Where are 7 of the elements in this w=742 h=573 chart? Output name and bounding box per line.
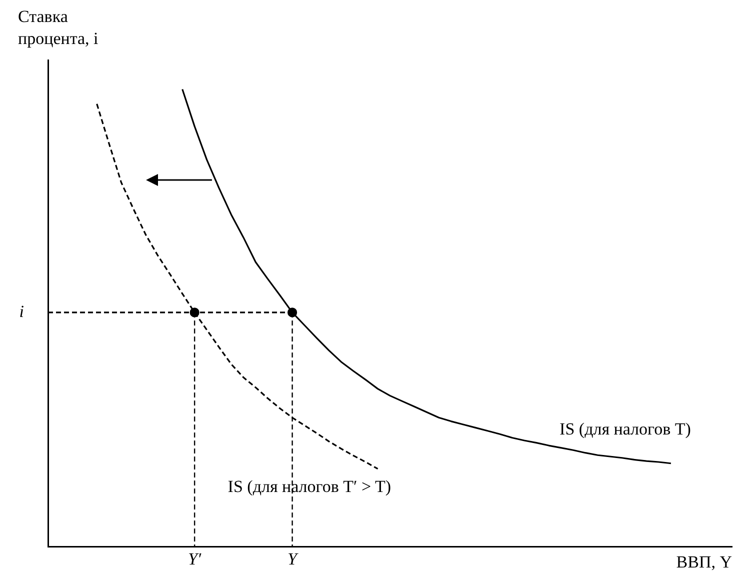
y-axis-title: Ставка процента, i [18,7,99,48]
x-axis-title: ВВП, Y [676,552,732,572]
x-tick-label: Y′ [188,549,202,568]
annotation: IS (для налогов T) [560,419,691,438]
x-tick-label: Y [288,549,299,568]
annotation: IS (для налогов T′ > T) [228,476,392,496]
text: i [19,302,24,321]
